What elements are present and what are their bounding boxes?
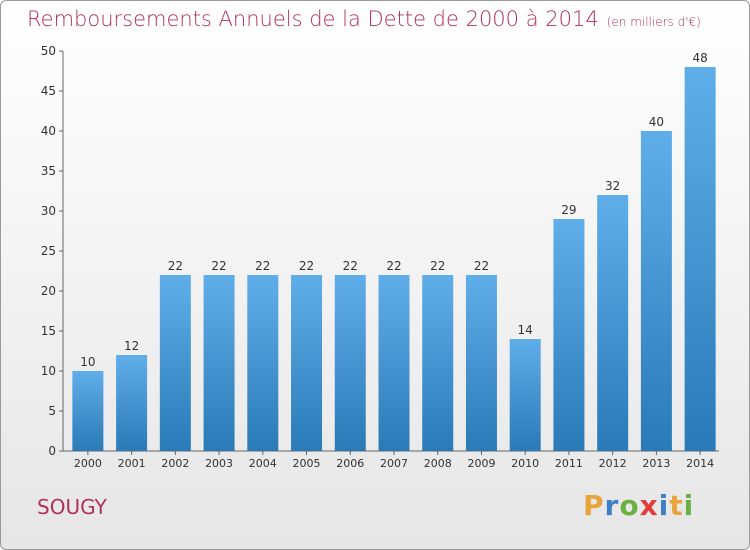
bar-2014 (684, 67, 716, 451)
data-label-2002: 22 (168, 259, 183, 273)
x-tick-label: 2011 (555, 457, 583, 470)
x-tick-label: 2012 (599, 457, 627, 470)
bar-2004 (247, 275, 279, 451)
data-label-2014: 48 (692, 51, 707, 65)
data-label-2000: 10 (80, 355, 95, 369)
data-label-2006: 22 (343, 259, 358, 273)
bar-2002 (159, 275, 191, 451)
bar-2008 (422, 275, 454, 451)
data-label-2011: 29 (561, 203, 576, 217)
bar-2005 (291, 275, 323, 451)
bar-2013 (640, 131, 672, 451)
data-label-2009: 22 (474, 259, 489, 273)
x-tick-label: 2005 (293, 457, 321, 470)
x-tick-label: 2006 (336, 457, 364, 470)
y-tick-label: 10 (41, 364, 56, 378)
logo-letter: x (639, 489, 659, 522)
y-tick-label: 35 (41, 164, 56, 178)
bar-2012 (597, 195, 629, 451)
logo-letter: o (619, 489, 640, 522)
data-label-2005: 22 (299, 259, 314, 273)
logo-letter: P (583, 489, 605, 522)
data-label-2008: 22 (430, 259, 445, 273)
x-tick-label: 2014 (686, 457, 714, 470)
data-label-2010: 14 (518, 323, 533, 337)
y-tick-label: 25 (41, 244, 56, 258)
x-tick-label: 2002 (161, 457, 189, 470)
y-tick-label: 30 (41, 204, 56, 218)
x-tick-label: 2013 (642, 457, 670, 470)
bar-2011 (553, 219, 585, 451)
bar-2006 (334, 275, 366, 451)
bar-2003 (203, 275, 235, 451)
chart-bars (72, 67, 716, 451)
logo-letter: i (658, 489, 670, 522)
x-tick-label: 2007 (380, 457, 408, 470)
y-tick-label: 50 (41, 44, 56, 58)
x-tick-label: 2001 (118, 457, 146, 470)
bar-2000 (72, 371, 104, 451)
data-label-2003: 22 (211, 259, 226, 273)
logo-letter: i (683, 489, 695, 522)
logo-letter: r (604, 489, 620, 522)
data-label-2012: 32 (605, 179, 620, 193)
x-tick-label: 2000 (74, 457, 102, 470)
chart-title-text: Remboursements Annuels de la Dette de 20… (27, 7, 599, 31)
x-tick-label: 2004 (249, 457, 277, 470)
bar-2009 (465, 275, 497, 451)
bar-2010 (509, 339, 541, 451)
y-tick-label: 0 (48, 444, 56, 458)
x-tick-label: 2003 (205, 457, 233, 470)
logo-letter: t (669, 489, 684, 522)
x-tick-label: 2010 (511, 457, 539, 470)
chart-axes: 0 5 10 15 20 25 30 35 40 45 50 2000 2001 2002 2003 2004… (41, 44, 719, 470)
chart-title: Remboursements Annuels de la Dette de 20… (27, 7, 701, 31)
x-tick-label: 2009 (467, 457, 495, 470)
x-tick-label: 2008 (424, 457, 452, 470)
data-label-2007: 22 (386, 259, 401, 273)
y-tick-label: 45 (41, 84, 56, 98)
y-tick-label: 15 (41, 324, 56, 338)
chart-data-labels: 10 12 22 22 22 22 22 22 22 22 14 29 32 40 48 (80, 51, 708, 369)
y-tick-label: 40 (41, 124, 56, 138)
data-label-2013: 40 (649, 115, 664, 129)
bar-2007 (378, 275, 410, 451)
data-label-2004: 22 (255, 259, 270, 273)
y-tick-label: 20 (41, 284, 56, 298)
proxiti-logo: Proxiti (583, 489, 694, 522)
bar-2001 (116, 355, 148, 451)
town-name: SOUGY (37, 495, 107, 519)
data-label-2001: 12 (124, 339, 139, 353)
chart-subtitle: (en milliers d'€) (606, 15, 701, 29)
y-tick-label: 5 (48, 404, 56, 418)
